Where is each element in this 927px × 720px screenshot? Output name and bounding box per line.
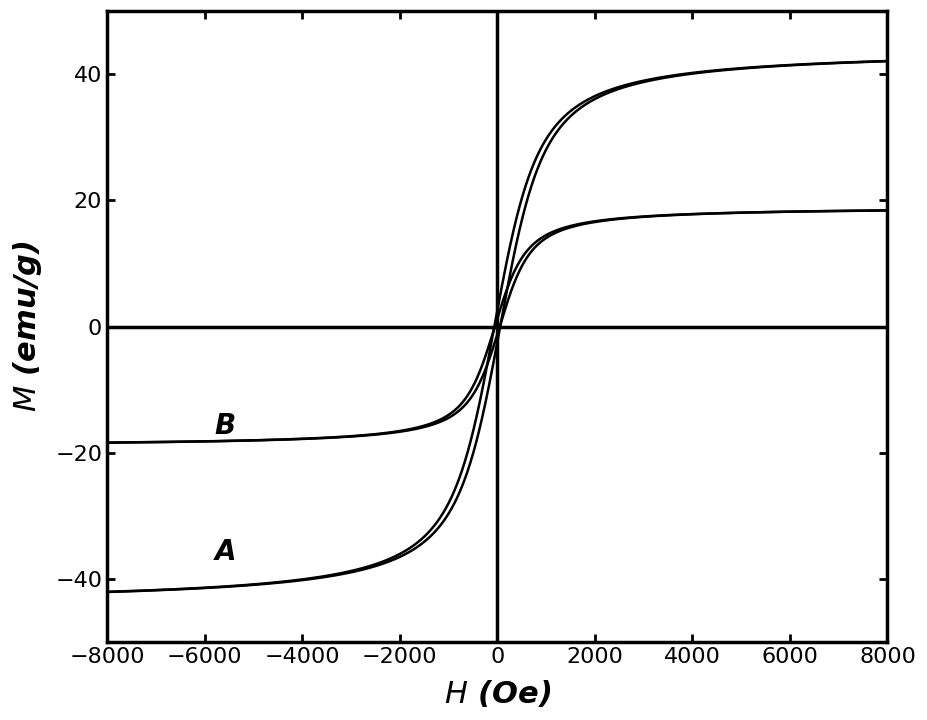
X-axis label: $H$ (Oe): $H$ (Oe) <box>444 678 551 709</box>
Y-axis label: $M$ (emu/g): $M$ (emu/g) <box>11 241 44 412</box>
Text: B: B <box>214 412 235 440</box>
Text: A: A <box>214 538 235 566</box>
